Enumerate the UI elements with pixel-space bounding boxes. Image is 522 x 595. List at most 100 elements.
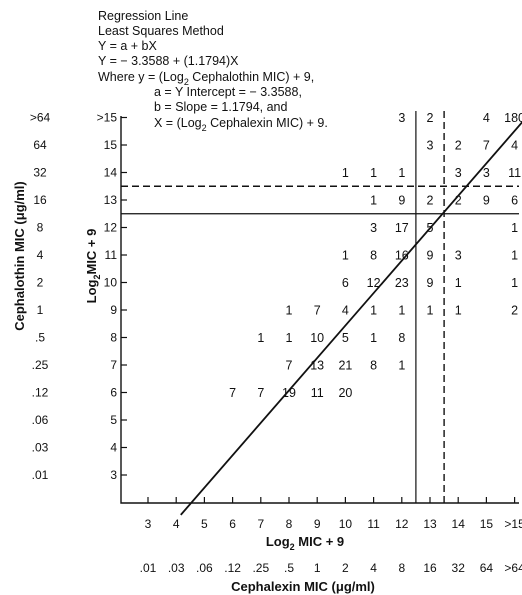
- count-cell: 6: [511, 194, 518, 208]
- x-tick-label: 6: [229, 517, 236, 531]
- x-axis-ticks: 3 .01 4 .03 5 .06 6 .12 7 .25 8 .5 9 1 10 2 11 4 12 8 13 16 14…: [140, 497, 522, 575]
- y-tick-label: 13: [104, 193, 118, 207]
- x2-tick-label: 8: [398, 561, 405, 575]
- y-tick-label: 12: [104, 221, 118, 235]
- y2-tick-label: .25: [32, 358, 49, 372]
- x2-tick-label: 32: [452, 561, 466, 575]
- count-cell: 5: [342, 331, 349, 345]
- count-cell: 8: [370, 359, 377, 373]
- x-tick-label: 10: [339, 517, 353, 531]
- annotation-line-8-rest: Cephalexin MIC) + 9.: [207, 116, 328, 130]
- x-axis-title-prefix: Log: [266, 534, 290, 549]
- y-axis-ticks: 3.014.035.066.127.258.591102114128131614…: [30, 111, 127, 482]
- annotation-line-1: Regression Line: [98, 9, 188, 23]
- count-cell: 1: [511, 276, 518, 290]
- x-axis-title: Log2 MIC + 9: [266, 534, 344, 552]
- x-tick-label: 15: [480, 517, 494, 531]
- count-cell: 3: [455, 249, 462, 263]
- y2-tick-label: 2: [37, 276, 44, 290]
- y-tick-label: 15: [104, 138, 118, 152]
- x-tick-label: 9: [314, 517, 321, 531]
- y2-tick-label: >64: [30, 111, 51, 125]
- count-cell: 1: [286, 331, 293, 345]
- y2-tick-label: 8: [37, 221, 44, 235]
- count-cell: 1: [398, 304, 405, 318]
- count-cell: 20: [338, 386, 352, 400]
- y-tick-label: 6: [110, 386, 117, 400]
- x-tick-label: 8: [286, 517, 293, 531]
- count-cell: 2: [455, 139, 462, 153]
- count-cell: 1: [398, 166, 405, 180]
- x-tick-label: 3: [145, 517, 152, 531]
- x2-tick-label: 1: [314, 561, 321, 575]
- annotation-line-6: a = Y Intercept = − 3.3588,: [154, 85, 302, 99]
- x-tick-label: 12: [395, 517, 409, 531]
- count-cell: 6: [342, 276, 349, 290]
- annotation-line-8: X = (Log2 Cephalexin MIC) + 9.: [154, 116, 328, 133]
- x-tick-label: 11: [367, 517, 380, 531]
- count-cell: 1: [286, 304, 293, 318]
- y-tick-label: 8: [110, 331, 117, 345]
- count-cell: 1: [342, 166, 349, 180]
- regression-line: [180, 121, 522, 516]
- count-cell: 1: [455, 276, 462, 290]
- count-cell: 4: [342, 304, 349, 318]
- count-cell: 13: [310, 359, 324, 373]
- x2-tick-label: .25: [252, 561, 269, 575]
- count-cell: 7: [229, 386, 236, 400]
- count-cell: 2: [511, 304, 518, 318]
- count-cell: 9: [483, 194, 490, 208]
- count-cell: 1: [427, 304, 434, 318]
- count-cell: 3: [398, 111, 405, 125]
- y-tick-label: 9: [110, 303, 117, 317]
- count-cell: 3: [483, 166, 490, 180]
- count-cell: 8: [370, 249, 377, 263]
- x2-tick-label: 2: [342, 561, 349, 575]
- count-cell: 1: [370, 194, 377, 208]
- count-cell: 7: [483, 139, 490, 153]
- y-tick-label: 3: [110, 468, 117, 482]
- annotation-line-5-rest: Cephalothin MIC) + 9,: [189, 70, 314, 84]
- x-tick-label: 5: [201, 517, 208, 531]
- y-axis-title-sub: 2: [92, 275, 102, 280]
- y-tick-label: 4: [110, 441, 117, 455]
- x-tick-label: 4: [173, 517, 180, 531]
- count-cell: 4: [483, 111, 490, 125]
- annotation-line-4: Y = − 3.3588 + (1.1794)X: [98, 54, 239, 68]
- x-tick-label: 14: [452, 517, 466, 531]
- x-tick-label: 7: [257, 517, 264, 531]
- count-cell: 19: [282, 386, 296, 400]
- plot-axes: [120, 116, 519, 504]
- count-cell: 5: [427, 221, 434, 235]
- x2-tick-label: 64: [480, 561, 494, 575]
- y-axis-title-suffix: MIC + 9: [84, 229, 99, 275]
- count-cell: 2: [427, 194, 434, 208]
- count-cell: 12: [367, 276, 381, 290]
- x-tick-label: 13: [423, 517, 437, 531]
- count-cell: 9: [398, 194, 405, 208]
- count-cell: 1: [511, 249, 518, 263]
- annotation-line-3: Y = a + bX: [98, 39, 158, 53]
- x2-tick-label: >64: [504, 561, 522, 575]
- y2-tick-label: 32: [33, 166, 47, 180]
- y2-tick-label: 16: [33, 193, 47, 207]
- count-cell: 7: [286, 359, 293, 373]
- count-cell: 8: [398, 331, 405, 345]
- count-cell: 3: [455, 166, 462, 180]
- regression-annotation: Regression Line Least Squares Method Y =…: [98, 9, 328, 133]
- y2-tick-label: 64: [33, 138, 47, 152]
- count-cell: 9: [427, 276, 434, 290]
- y-tick-label: >15: [97, 111, 118, 125]
- count-cell: 3: [370, 221, 377, 235]
- y-tick-label: 7: [110, 358, 117, 372]
- count-cell: 1: [342, 249, 349, 263]
- x2-tick-label: 16: [423, 561, 437, 575]
- y-axis-title: Log2MIC + 9: [84, 229, 102, 304]
- y2-tick-label: 4: [37, 248, 44, 262]
- y-tick-label: 14: [104, 166, 118, 180]
- count-cell: 16: [395, 249, 409, 263]
- count-cell: 1: [511, 221, 518, 235]
- y2-tick-label: .5: [35, 331, 45, 345]
